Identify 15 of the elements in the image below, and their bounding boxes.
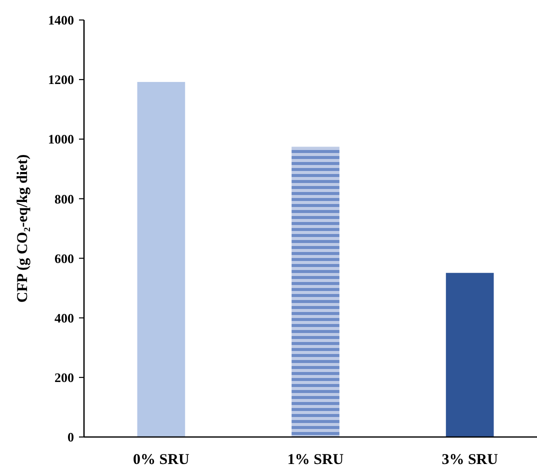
- x-tick-label: 1% SRU: [287, 452, 344, 468]
- y-tick-label: 200: [54, 370, 74, 385]
- bar: [446, 272, 494, 437]
- y-tick-label: 1200: [48, 72, 74, 88]
- bar: [292, 146, 340, 437]
- y-tick-label: 1400: [48, 12, 74, 28]
- x-tick-label: 3% SRU: [442, 452, 498, 468]
- y-tick-label: 800: [54, 191, 74, 206]
- y-tick-label: 0: [68, 430, 74, 445]
- y-tick-label: 600: [54, 250, 74, 266]
- y-tick-label: 400: [54, 310, 74, 326]
- y-tick-label: 1000: [48, 132, 74, 147]
- bar: [137, 82, 186, 437]
- y-axis-title: CFP (g CO₂-eq/kg diet): [15, 154, 31, 303]
- x-tick-label: 0% SRU: [133, 452, 190, 468]
